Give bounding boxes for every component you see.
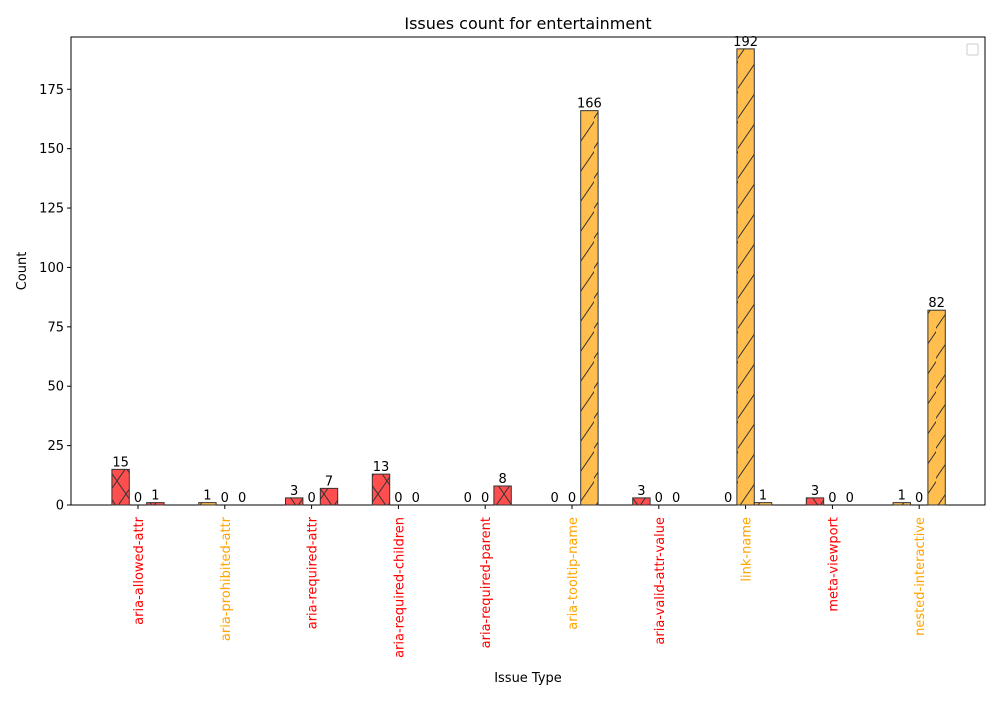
data-label: 15 <box>112 455 129 470</box>
data-label: 1 <box>203 489 211 504</box>
chart-title: Issues count for entertainment <box>404 14 651 33</box>
y-tick-label: 75 <box>47 320 64 335</box>
bar-hatch <box>927 310 946 505</box>
data-label: 0 <box>846 491 854 506</box>
x-tick-label: aria-valid-attr-value <box>653 517 668 645</box>
data-label: 0 <box>394 491 402 506</box>
data-label: 82 <box>928 296 945 311</box>
x-axis-label: Issue Type <box>494 671 562 686</box>
x-tick-label: link-name <box>740 517 755 582</box>
bar-hatch <box>372 474 390 505</box>
bar-hatch <box>580 110 599 506</box>
data-label: 3 <box>290 484 298 499</box>
x-tick-label: aria-allowed-attr <box>132 516 147 624</box>
bar-hatch <box>285 497 303 505</box>
x-tick-label: aria-required-children <box>392 517 407 658</box>
data-label: 192 <box>733 35 758 50</box>
data-label: 0 <box>655 491 663 506</box>
data-label: 1 <box>151 489 159 504</box>
data-label: 0 <box>221 491 229 506</box>
y-tick-label: 50 <box>47 380 64 395</box>
data-label: 0 <box>238 491 246 506</box>
data-label: 1 <box>759 489 767 504</box>
axes-frame <box>70 36 986 506</box>
data-label: 7 <box>325 474 333 489</box>
data-label: 0 <box>672 491 680 506</box>
data-label: 0 <box>828 491 836 506</box>
data-label: 166 <box>577 97 602 112</box>
data-label: 0 <box>307 491 315 506</box>
data-label: 1 <box>898 489 906 504</box>
x-tick-label: aria-required-parent <box>479 517 494 648</box>
data-label: 0 <box>134 491 142 506</box>
data-label: 3 <box>811 484 819 499</box>
x-tick-label: aria-prohibited-attr <box>219 516 234 641</box>
data-label: 0 <box>412 491 420 506</box>
bar-hatch <box>493 485 512 505</box>
bar-hatch <box>198 502 217 505</box>
data-label: 0 <box>550 491 558 506</box>
x-tick-label: nested-interactive <box>913 517 928 636</box>
data-label: 3 <box>637 484 645 499</box>
bar-hatch <box>146 502 165 505</box>
data-label: 13 <box>373 460 390 475</box>
y-tick-label: 125 <box>39 202 64 217</box>
y-tick-label: 175 <box>39 83 64 98</box>
x-tick-label: aria-required-attr <box>306 516 321 629</box>
bar-hatch <box>754 502 772 505</box>
y-tick-label: 150 <box>39 142 64 157</box>
y-tick-label: 25 <box>47 439 64 454</box>
data-label: 0 <box>481 491 489 506</box>
x-tick-label: aria-tooltip-name <box>566 517 581 630</box>
bar-hatch <box>632 497 651 505</box>
data-label: 8 <box>498 472 506 487</box>
x-tick-label: meta-viewport <box>826 517 841 612</box>
bar-hatch <box>736 48 755 505</box>
y-tick-label: 100 <box>39 261 64 276</box>
legend-box <box>966 43 979 56</box>
data-label: 0 <box>915 491 923 506</box>
data-label: 0 <box>724 491 732 506</box>
bar-hatch <box>111 469 130 505</box>
y-axis-label: Count <box>15 252 30 291</box>
y-tick-label: 0 <box>56 499 64 514</box>
data-label: 0 <box>464 491 472 506</box>
bar-hatch <box>893 502 911 505</box>
bar-hatch <box>320 488 338 505</box>
bar-hatch <box>806 497 824 505</box>
data-label: 0 <box>568 491 576 506</box>
